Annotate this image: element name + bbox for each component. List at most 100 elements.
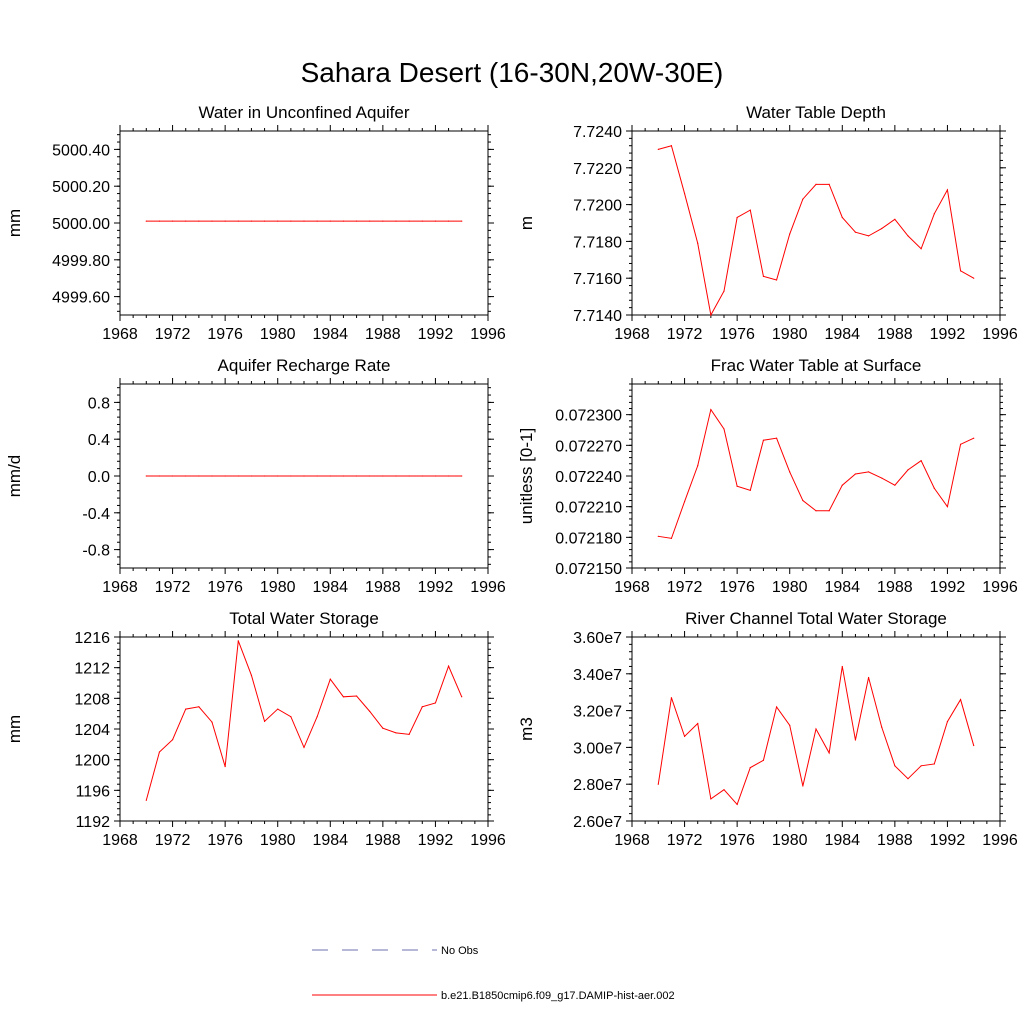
data-point: [762, 439, 765, 441]
y-tick-label: 1196: [76, 783, 111, 800]
data-point: [224, 475, 226, 477]
data-point: [670, 697, 673, 699]
x-tick-label: 1968: [614, 579, 650, 596]
panel-title: Water in Unconfined Aquifer: [198, 103, 409, 122]
data-point: [277, 220, 279, 222]
data-point: [973, 277, 975, 279]
data-point: [211, 475, 213, 477]
x-tick-label: 1992: [930, 326, 966, 343]
data-point: [237, 640, 239, 642]
data-point: [762, 759, 765, 761]
data-point: [421, 220, 423, 222]
data-point: [907, 235, 909, 237]
data-point: [277, 708, 279, 710]
data-point: [263, 475, 266, 477]
y-axis-label: mm: [5, 209, 24, 237]
data-point: [408, 220, 410, 222]
data-point: [145, 475, 147, 477]
x-tick-label: 1984: [312, 326, 348, 343]
y-tick-label: 4999.60: [52, 290, 110, 307]
data-point: [290, 716, 292, 718]
data-point: [382, 220, 384, 222]
data-point: [145, 799, 147, 801]
data-point: [303, 746, 305, 749]
data-point: [815, 728, 817, 730]
data-point: [303, 475, 305, 477]
y-tick-label: 7.7140: [573, 308, 622, 325]
data-point: [171, 739, 174, 741]
y-tick-label: 0.072180: [555, 530, 622, 547]
data-point: [802, 198, 804, 200]
data-point: [841, 484, 843, 486]
y-tick-label: 3.60e7: [573, 630, 622, 647]
data-point: [946, 721, 949, 723]
x-tick-label: 1992: [418, 579, 454, 596]
data-point: [263, 720, 266, 722]
data-point: [828, 752, 830, 754]
data-point: [657, 535, 659, 537]
data-point: [434, 220, 437, 222]
data-point: [775, 437, 778, 439]
data-point: [697, 465, 699, 467]
data-point: [434, 702, 437, 704]
y-tick-label: 0.072210: [555, 500, 622, 517]
data-point: [683, 735, 686, 737]
data-point: [395, 475, 397, 477]
panel-water-unconfined-aquifer: 1968 1972 1976 1980 1984 1988 1992 1996 4999.60 4…: [5, 103, 506, 343]
y-tick-label: 2.60e7: [573, 814, 622, 831]
data-point: [710, 314, 712, 316]
data-point: [710, 408, 712, 411]
data-point: [670, 145, 673, 147]
data-point: [762, 275, 765, 277]
data-point: [749, 767, 751, 769]
y-tick-label: -0.4: [82, 506, 110, 523]
x-tick-label: 1992: [930, 579, 966, 596]
data-point: [185, 708, 187, 710]
x-tick-label: 1992: [930, 832, 966, 849]
x-tick-label: 1980: [260, 832, 296, 849]
x-tick-label: 1980: [772, 832, 808, 849]
x-tick-label: 1996: [982, 326, 1018, 343]
data-point: [854, 231, 857, 233]
y-tick-label: 3.40e7: [573, 667, 622, 684]
x-tick-label: 1988: [365, 326, 401, 343]
x-tick-label: 1968: [614, 326, 650, 343]
data-point: [867, 676, 870, 679]
data-point: [211, 220, 213, 222]
x-tick-label: 1996: [470, 832, 506, 849]
y-tick-label: 5000.00: [52, 216, 110, 233]
x-tick-label: 1980: [772, 579, 808, 596]
data-point: [434, 475, 437, 477]
data-point: [369, 710, 371, 712]
x-tick-label: 1980: [772, 326, 808, 343]
data-point: [316, 220, 318, 222]
x-tick-label: 1968: [614, 832, 650, 849]
data-point: [158, 475, 161, 477]
y-tick-label: 4999.80: [52, 253, 110, 270]
x-tick-label: 1996: [982, 579, 1018, 596]
y-tick-label: 3.20e7: [573, 704, 622, 721]
data-point: [250, 220, 253, 222]
plot-frame: [631, 130, 1001, 316]
data-point: [907, 778, 909, 780]
data-point: [355, 220, 358, 222]
x-tick-label: 1992: [418, 832, 454, 849]
y-tick-label: 1212: [74, 661, 110, 678]
x-tick-label: 1980: [260, 579, 296, 596]
data-point: [224, 765, 226, 768]
data-point: [277, 475, 279, 477]
x-tick-label: 1968: [102, 579, 138, 596]
y-tick-label: 0.0: [88, 469, 110, 486]
data-point: [158, 751, 161, 753]
data-point: [290, 475, 292, 477]
data-point: [789, 724, 791, 726]
data-point: [933, 487, 935, 489]
data-point: [789, 471, 791, 473]
data-point: [854, 739, 857, 741]
y-axis-label: m: [517, 216, 536, 230]
data-point: [447, 665, 450, 667]
data-point: [369, 220, 371, 222]
x-tick-label: 1972: [155, 832, 191, 849]
data-point: [158, 220, 161, 222]
x-tick-label: 1988: [877, 832, 913, 849]
